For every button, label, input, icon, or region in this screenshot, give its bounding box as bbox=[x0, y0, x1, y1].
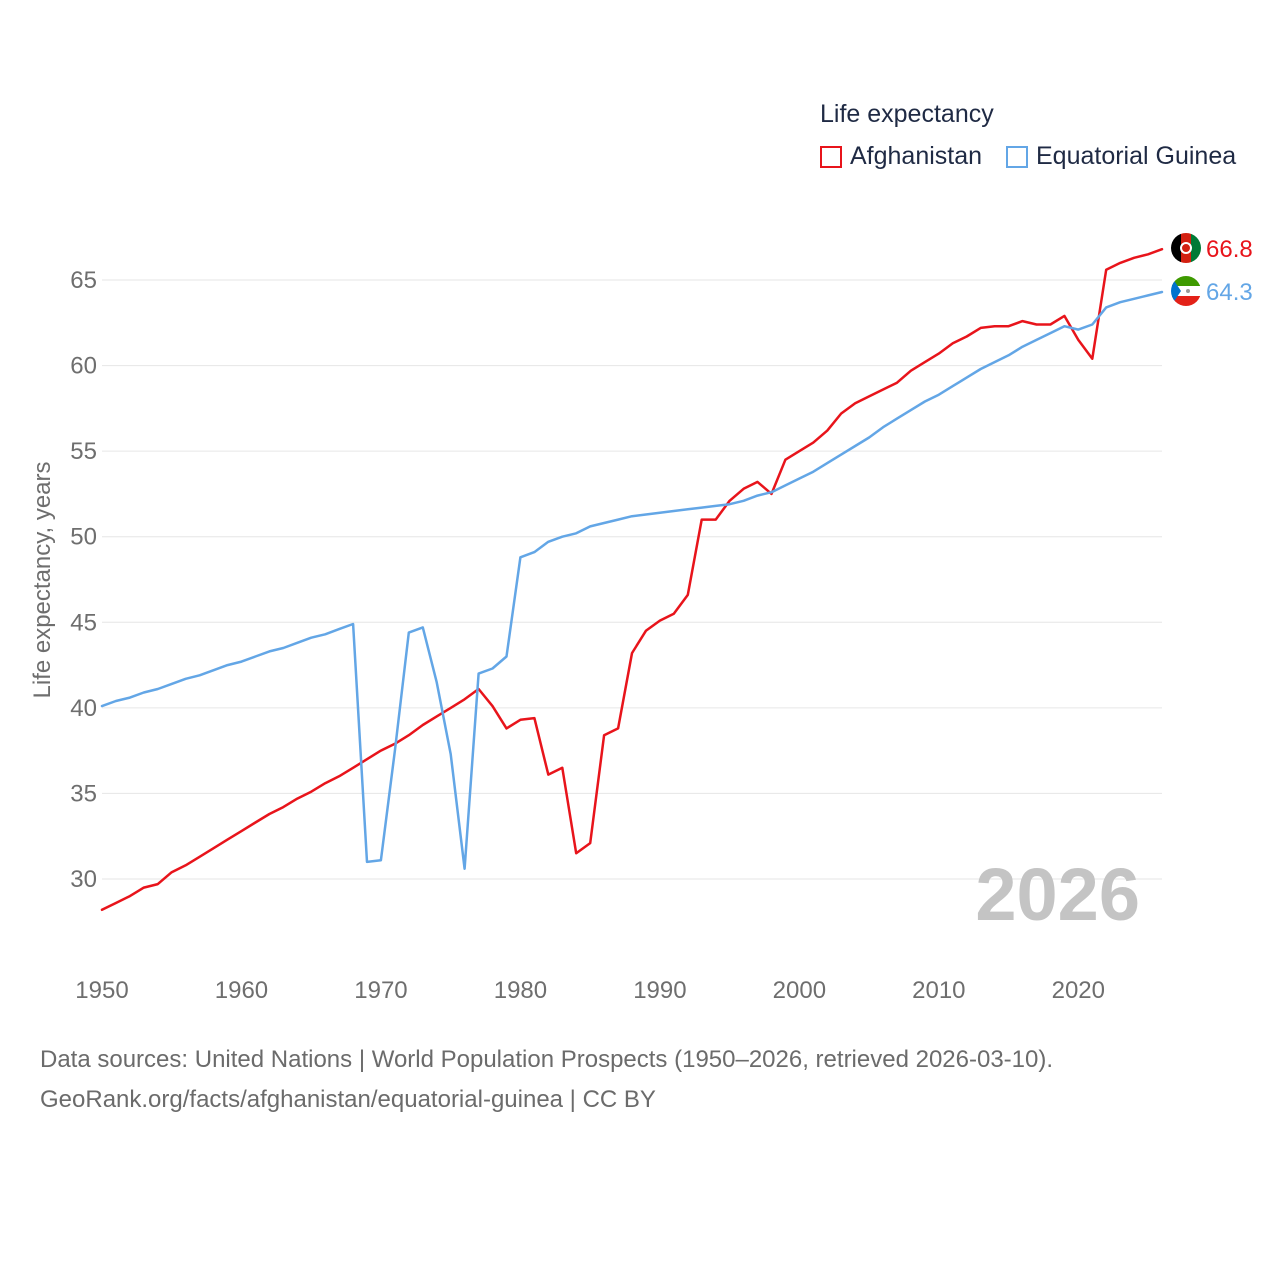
legend-swatch-equatorial-guinea bbox=[1006, 145, 1028, 168]
x-tick-label-1980: 1980 bbox=[494, 977, 547, 1004]
end-value-label-afghanistan: 66.8 bbox=[1206, 236, 1253, 263]
x-tick-label-2020: 2020 bbox=[1052, 977, 1105, 1004]
legend-item-afghanistan[interactable]: Afghanistan bbox=[820, 142, 982, 171]
afghanistan-flag-icon bbox=[1171, 233, 1201, 263]
legend-label-equatorial-guinea: Equatorial Guinea bbox=[1036, 142, 1237, 170]
x-tick-label-1960: 1960 bbox=[215, 977, 268, 1004]
series-line-afghanistan bbox=[100, 247, 1164, 912]
x-tick-label-1950: 1950 bbox=[75, 977, 128, 1004]
y-tick-label-65: 65 bbox=[70, 267, 97, 294]
y-tick-label-35: 35 bbox=[70, 780, 97, 807]
y-axis-label: Life expectancy, years bbox=[29, 461, 56, 698]
y-tick-label-45: 45 bbox=[70, 609, 97, 636]
y-tick-label-60: 60 bbox=[70, 353, 97, 380]
source-link-text[interactable]: GeoRank.org/facts/afghanistan/equatorial… bbox=[40, 1086, 656, 1113]
x-tick-label-2000: 2000 bbox=[773, 977, 826, 1004]
y-tick-label-30: 30 bbox=[70, 866, 97, 893]
legend-swatch-afghanistan bbox=[820, 145, 842, 168]
y-tick-label-50: 50 bbox=[70, 524, 97, 551]
data-source-text: Data sources: United Nations | World Pop… bbox=[40, 1046, 1054, 1073]
legend-title: Life expectancy bbox=[820, 100, 994, 128]
x-tick-label-1990: 1990 bbox=[633, 977, 686, 1004]
legend-item-equatorial-guinea[interactable]: Equatorial Guinea bbox=[1006, 142, 1236, 171]
series-line-equatorial-guinea bbox=[100, 290, 1164, 870]
equatorial-guinea-flag-icon bbox=[1171, 276, 1201, 306]
legend-label-afghanistan: Afghanistan bbox=[850, 142, 983, 170]
x-tick-label-1970: 1970 bbox=[354, 977, 407, 1004]
year-watermark: 2026 bbox=[975, 853, 1140, 936]
x-tick-label-2010: 2010 bbox=[912, 977, 965, 1004]
end-value-label-equatorial-guinea: 64.3 bbox=[1206, 279, 1253, 306]
y-tick-label-55: 55 bbox=[70, 438, 97, 465]
y-tick-label-40: 40 bbox=[70, 695, 97, 722]
